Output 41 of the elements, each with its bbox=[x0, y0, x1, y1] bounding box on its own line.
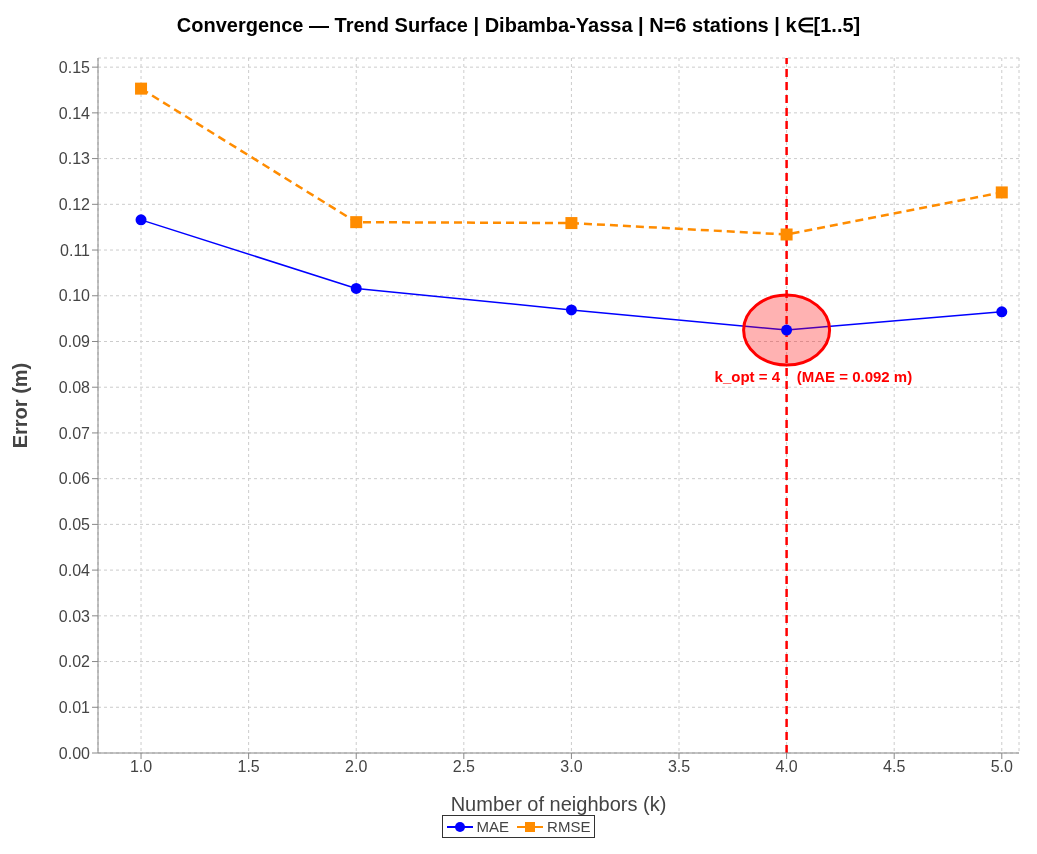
x-tick-label: 4.0 bbox=[775, 758, 798, 776]
x-tick-label: 4.5 bbox=[883, 758, 906, 776]
y-tick-label: 0.13 bbox=[58, 150, 91, 168]
y-tick-label: 0.15 bbox=[58, 58, 91, 76]
point bbox=[996, 306, 1008, 318]
point bbox=[135, 214, 147, 226]
x-tick-label: 1.0 bbox=[129, 758, 153, 776]
y-tick-label: 0.01 bbox=[58, 698, 91, 716]
y-tick-label: 0.05 bbox=[58, 516, 91, 534]
legend-label: MAE bbox=[475, 818, 510, 835]
point bbox=[350, 282, 362, 294]
point bbox=[781, 324, 793, 336]
chart-title: Convergence — Trend Surface | Dibamba-Yassa | N=6 stations | k∈[1..5] bbox=[175, 13, 862, 38]
y-tick-label: 0.00 bbox=[58, 744, 91, 762]
y-tick-label: 0.03 bbox=[58, 607, 91, 625]
y-tick-label: 0.07 bbox=[58, 424, 91, 442]
x-tick-label: 2.5 bbox=[452, 758, 476, 776]
x-tick-label: 3.5 bbox=[667, 758, 691, 776]
x-tick-label: 3.0 bbox=[560, 758, 583, 776]
y-tick-label: 0.09 bbox=[58, 333, 91, 351]
y-tick-label: 0.12 bbox=[58, 196, 91, 213]
y-axis-title: Error (m) bbox=[9, 362, 32, 449]
y-tick-label: 0.10 bbox=[58, 287, 91, 305]
y-tick-label: 0.04 bbox=[58, 561, 91, 579]
y-tick-label: 0.08 bbox=[58, 378, 91, 396]
point bbox=[135, 82, 148, 95]
legend-label: RMSE bbox=[546, 818, 591, 835]
point bbox=[565, 217, 578, 230]
x-tick-label: 1.5 bbox=[237, 758, 260, 776]
x-tick-label: 2.0 bbox=[345, 758, 368, 776]
annotation: k_opt = 4 (MAE = 0.092 m) bbox=[714, 368, 913, 386]
point bbox=[350, 216, 363, 229]
point bbox=[565, 304, 577, 316]
y-tick-label: 0.02 bbox=[58, 653, 91, 671]
y-tick-label: 0.11 bbox=[60, 241, 91, 259]
point bbox=[780, 228, 793, 241]
point bbox=[995, 186, 1008, 199]
x-tick-label: 5.0 bbox=[990, 758, 1013, 776]
x-axis-title: Number of neighbors (k) bbox=[450, 793, 667, 815]
y-tick-label: 0.06 bbox=[58, 470, 91, 488]
y-tick-label: 0.14 bbox=[58, 104, 91, 122]
